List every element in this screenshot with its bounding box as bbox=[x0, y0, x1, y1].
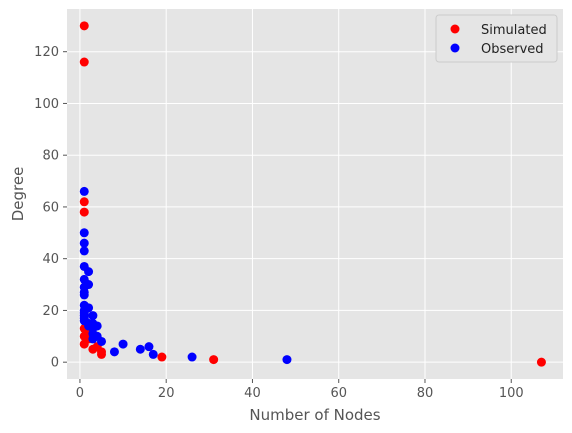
x-tick-label: 80 bbox=[417, 386, 434, 401]
legend: Simulated Observed bbox=[435, 14, 558, 63]
point-observed bbox=[84, 303, 94, 313]
point-observed bbox=[84, 280, 94, 290]
point-observed bbox=[79, 246, 89, 256]
y-tick-label: 80 bbox=[42, 149, 59, 164]
point-observed bbox=[148, 349, 158, 359]
point-simulated bbox=[79, 207, 89, 217]
point-simulated bbox=[536, 357, 546, 367]
point-simulated bbox=[79, 21, 89, 31]
x-tick-label: 60 bbox=[330, 386, 347, 401]
point-observed bbox=[79, 228, 89, 238]
y-tick-label: 100 bbox=[34, 97, 59, 112]
point-observed bbox=[79, 186, 89, 196]
x-axis-label: Number of Nodes bbox=[249, 406, 380, 424]
point-observed bbox=[187, 352, 197, 362]
y-tick-label: 0 bbox=[51, 356, 59, 371]
point-observed bbox=[144, 342, 154, 352]
point-simulated bbox=[157, 352, 167, 362]
point-simulated bbox=[97, 349, 107, 359]
point-observed bbox=[97, 336, 107, 346]
y-tick-label: 60 bbox=[42, 200, 59, 215]
x-tick-label: 100 bbox=[499, 386, 524, 401]
x-tick-label: 40 bbox=[244, 386, 261, 401]
point-simulated bbox=[79, 57, 89, 67]
point-observed bbox=[118, 339, 128, 349]
y-tick-label: 40 bbox=[42, 252, 59, 267]
point-simulated bbox=[79, 197, 89, 207]
series-observed bbox=[79, 186, 292, 365]
y-tick-label: 120 bbox=[34, 45, 59, 60]
point-observed bbox=[135, 344, 145, 354]
legend-marker-simulated bbox=[450, 24, 460, 34]
point-observed bbox=[79, 238, 89, 248]
point-observed bbox=[92, 321, 102, 331]
y-tick-label: 20 bbox=[42, 304, 59, 319]
data-points bbox=[79, 21, 546, 367]
point-observed bbox=[282, 355, 292, 365]
x-axis-ticks: 0 20 40 60 80 100 bbox=[76, 379, 524, 401]
plot-background bbox=[67, 9, 563, 379]
x-tick-label: 20 bbox=[158, 386, 175, 401]
point-observed bbox=[109, 347, 119, 357]
y-axis-label: Degree bbox=[9, 167, 27, 222]
x-tick-label: 0 bbox=[76, 386, 84, 401]
point-observed bbox=[84, 267, 94, 277]
point-observed bbox=[79, 290, 89, 300]
legend-box bbox=[435, 14, 558, 63]
legend-label-observed: Observed bbox=[481, 42, 544, 57]
y-axis-ticks: 0 20 40 60 80 100 120 bbox=[34, 45, 67, 371]
point-simulated bbox=[209, 355, 219, 365]
point-observed bbox=[88, 311, 98, 321]
legend-marker-observed bbox=[450, 43, 460, 53]
legend-label-simulated: Simulated bbox=[481, 23, 547, 38]
